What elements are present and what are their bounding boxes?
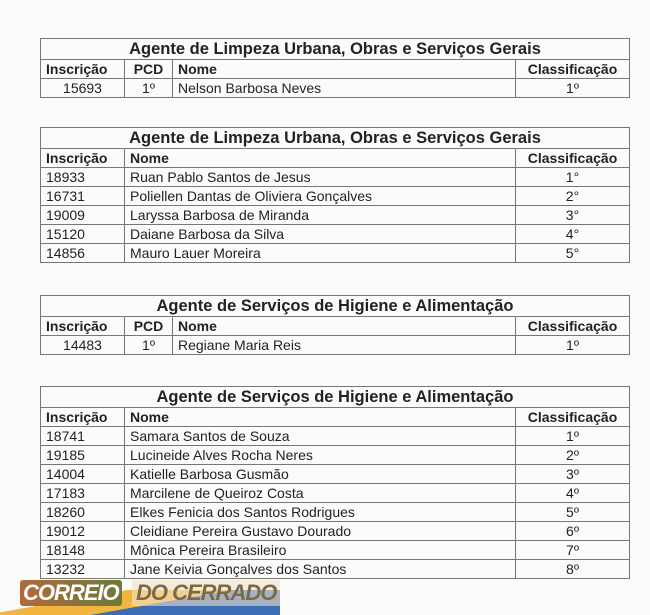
cell-inscricao: 18260 (40, 502, 125, 522)
cell-inscricao: 18933 (40, 167, 125, 187)
cell-classificacao: 1º (515, 78, 630, 98)
cell-classificacao: 2° (515, 186, 630, 206)
table-title: Agente de Serviços de Higiene e Alimenta… (40, 295, 630, 317)
cell-nome: Jane Keivia Gonçalves dos Santos (124, 559, 516, 579)
table-row: 14856 Mauro Lauer Moreira 5° (40, 243, 630, 263)
cell-nome: Daiane Barbosa da Silva (124, 224, 516, 244)
cell-classificacao: 3º (515, 464, 630, 484)
cell-nome: Samara Santos de Souza (124, 426, 516, 446)
cell-inscricao: 18741 (40, 426, 125, 446)
header-inscricao: Inscrição (40, 148, 125, 168)
header-inscricao: Inscrição (40, 407, 125, 427)
table-row: 16731 Poliellen Dantas de Oliviera Gonçal… (40, 186, 630, 206)
header-classificacao: Classificação (515, 407, 630, 427)
table-title: Agente de Limpeza Urbana, Obras e Serviç… (40, 38, 630, 60)
table-title: Agente de Serviços de Higiene e Alimenta… (40, 386, 630, 408)
cell-nome: Elkes Fenicia dos Santos Rodrigues (124, 502, 516, 522)
cell-classificacao: 8º (515, 559, 630, 579)
cell-nome: Regiane Maria Reis (172, 335, 516, 355)
cell-classificacao: 4° (515, 224, 630, 244)
table-row: 15693 1º Nelson Barbosa Neves 1º (40, 78, 630, 98)
header-pcd: PCD (124, 59, 173, 79)
cell-classificacao: 1° (515, 167, 630, 187)
table-row: 18148 Mônica Pereira Brasileiro 7º (40, 540, 630, 560)
table-row: 17183 Marcilene de Queiroz Costa 4º (40, 483, 630, 503)
header-row: Inscrição Nome Classificação (40, 407, 630, 427)
cell-classificacao: 5° (515, 243, 630, 263)
logo-correio: CORREIO (20, 580, 122, 606)
cell-classificacao: 4º (515, 483, 630, 503)
cell-inscricao: 19185 (40, 445, 125, 465)
cell-nome: Mônica Pereira Brasileiro (124, 540, 516, 560)
cell-pcd: 1º (124, 335, 173, 355)
cell-inscricao: 13232 (40, 559, 125, 579)
table-row: 18260 Elkes Fenicia dos Santos Rodrigues 5… (40, 502, 630, 522)
header-inscricao: Inscrição (40, 316, 125, 336)
cell-inscricao: 19009 (40, 205, 125, 225)
cell-nome: Mauro Lauer Moreira (124, 243, 516, 263)
header-row: Inscrição PCD Nome Classificação (40, 316, 630, 336)
header-nome: Nome (124, 148, 516, 168)
cell-inscricao: 15693 (40, 78, 125, 98)
cell-nome: Marcilene de Queiroz Costa (124, 483, 516, 503)
header-classificacao: Classificação (515, 316, 630, 336)
results-table: Agente de Limpeza Urbana, Obras e Serviç… (40, 127, 630, 263)
header-nome: Nome (124, 407, 516, 427)
cell-classificacao: 1º (515, 426, 630, 446)
cell-classificacao: 7º (515, 540, 630, 560)
table-row: 13232 Jane Keivia Gonçalves dos Santos 8º (40, 559, 630, 579)
results-table: Agente de Serviços de Higiene e Alimenta… (40, 295, 630, 355)
header-row: Inscrição Nome Classificação (40, 148, 630, 168)
table-row: 14483 1º Regiane Maria Reis 1º (40, 335, 630, 355)
cell-inscricao: 17183 (40, 483, 125, 503)
table-title: Agente de Limpeza Urbana, Obras e Serviç… (40, 127, 630, 149)
header-nome: Nome (172, 316, 516, 336)
cell-inscricao: 15120 (40, 224, 125, 244)
logo-do-cerrado: DO CERRADO (132, 580, 281, 606)
header-classificacao: Classificação (515, 148, 630, 168)
cell-inscricao: 18148 (40, 540, 125, 560)
table-row: 15120 Daiane Barbosa da Silva 4° (40, 224, 630, 244)
table-row: 19012 Cleidiane Pereira Gustavo Dourado 6º (40, 521, 630, 541)
cell-nome: Poliellen Dantas de Oliviera Gonçalves (124, 186, 516, 206)
cell-pcd: 1º (124, 78, 173, 98)
table-row: 19185 Lucineide Alves Rocha Neres 2º (40, 445, 630, 465)
table-row: 14004 Katielle Barbosa Gusmão 3º (40, 464, 630, 484)
table-row: 18741 Samara Santos de Souza 1º (40, 426, 630, 446)
table-row: 18933 Ruan Pablo Santos de Jesus 1° (40, 167, 630, 187)
header-nome: Nome (172, 59, 516, 79)
cell-nome: Laryssa Barbosa de Miranda (124, 205, 516, 225)
cell-nome: Katielle Barbosa Gusmão (124, 464, 516, 484)
cell-inscricao: 19012 (40, 521, 125, 541)
header-inscricao: Inscrição (40, 59, 125, 79)
cell-classificacao: 5º (515, 502, 630, 522)
cell-classificacao: 3° (515, 205, 630, 225)
results-table: Agente de Limpeza Urbana, Obras e Serviç… (40, 38, 630, 98)
cell-inscricao: 14004 (40, 464, 125, 484)
cell-classificacao: 6º (515, 521, 630, 541)
results-table: Agente de Serviços de Higiene e Alimenta… (40, 386, 630, 579)
cell-nome: Ruan Pablo Santos de Jesus (124, 167, 516, 187)
cell-nome: Lucineide Alves Rocha Neres (124, 445, 516, 465)
cell-inscricao: 16731 (40, 186, 125, 206)
header-pcd: PCD (124, 316, 173, 336)
cell-nome: Nelson Barbosa Neves (172, 78, 516, 98)
header-row: Inscrição PCD Nome Classificação (40, 59, 630, 79)
cell-nome: Cleidiane Pereira Gustavo Dourado (124, 521, 516, 541)
cell-classificacao: 2º (515, 445, 630, 465)
cell-classificacao: 1º (515, 335, 630, 355)
cell-inscricao: 14483 (40, 335, 125, 355)
cell-inscricao: 14856 (40, 243, 125, 263)
header-classificacao: Classificação (515, 59, 630, 79)
table-row: 19009 Laryssa Barbosa de Miranda 3° (40, 205, 630, 225)
